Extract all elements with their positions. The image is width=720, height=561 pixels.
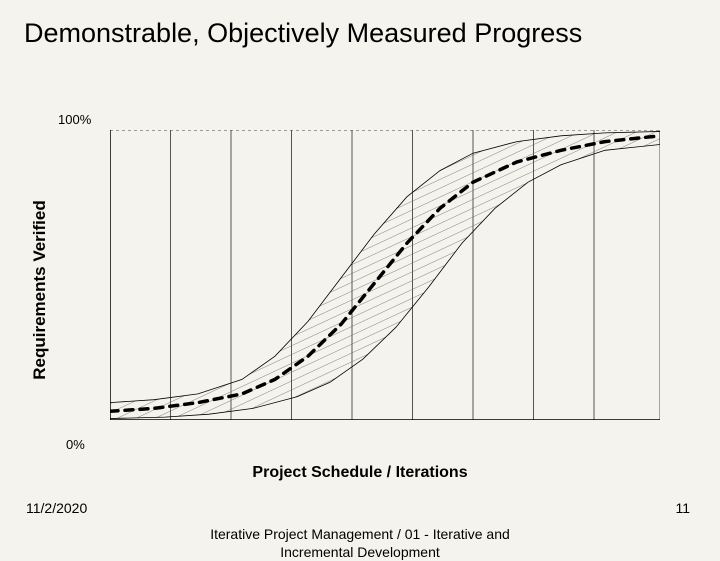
footer-date: 11/2/2020 bbox=[26, 500, 87, 516]
chart-plot bbox=[110, 130, 660, 420]
footer-center: Iterative Project Management / 01 - Iter… bbox=[190, 526, 530, 561]
footer-page-number: 11 bbox=[675, 500, 690, 516]
y-tick-0: 0% bbox=[66, 437, 85, 452]
page-title: Demonstrable, Objectively Measured Progr… bbox=[0, 0, 720, 49]
y-tick-100: 100% bbox=[58, 112, 91, 127]
y-axis-label: Requirements Verified bbox=[30, 200, 50, 380]
x-axis-label: Project Schedule / Iterations bbox=[252, 464, 467, 482]
progress-chart: Requirements Verified 100% 0% Project Sc… bbox=[60, 130, 660, 450]
